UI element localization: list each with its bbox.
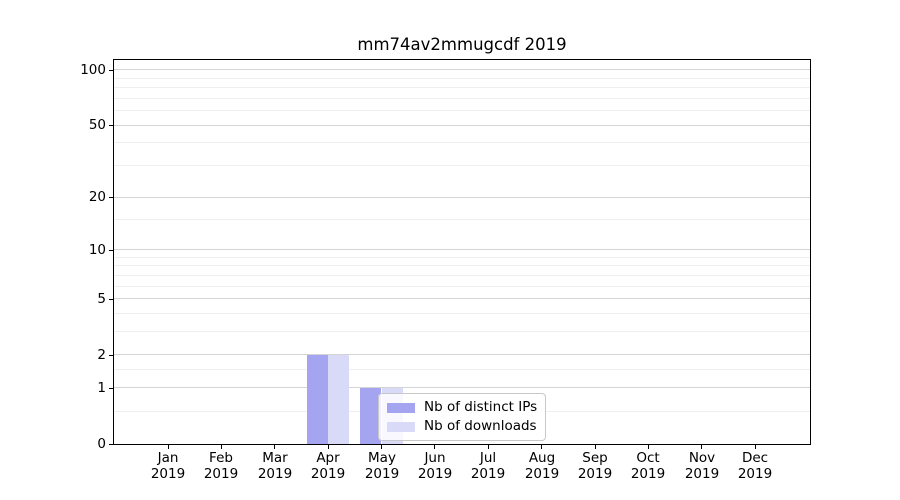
chart-title: mm74av2mmugcdf 2019 [357, 35, 567, 54]
x-tick-mark-jun [434, 445, 436, 449]
y-tick-label-20: 20 [88, 189, 106, 205]
y-tick-mark-2 [109, 355, 113, 356]
x-tick-year: 2019 [257, 466, 293, 482]
x-tick-label-jul: Jul 2019 [461, 450, 515, 482]
legend-swatch-downloads [387, 421, 415, 432]
minor-gridline-6 [114, 285, 810, 287]
legend-swatch-distinct-ips [387, 402, 415, 413]
minor-gridline-4 [114, 313, 810, 314]
minor-gridline-3 [114, 331, 810, 333]
x-tick-mark-oct [647, 445, 649, 449]
major-gridline-1 [114, 387, 810, 389]
major-gridline-50 [114, 124, 810, 126]
y-tick-label-10: 10 [88, 242, 106, 258]
x-tick-month: Jul [479, 450, 497, 466]
x-tick-label-mar: Mar 2019 [248, 450, 302, 482]
x-tick-mark-feb [220, 445, 222, 449]
minor-gridline-30 [114, 165, 810, 167]
x-tick-mark-nov [701, 445, 703, 449]
x-tick-label-sep: Sep 2019 [568, 450, 622, 482]
x-tick-month: Jun [424, 450, 446, 466]
legend-item-downloads: Nb of downloads [387, 418, 537, 435]
minor-gridline-90 [114, 77, 810, 79]
x-tick-year: 2019 [310, 466, 346, 482]
major-gridline-5 [114, 298, 810, 300]
minor-gridline-8 [114, 265, 810, 267]
x-tick-label-jun: Jun 2019 [408, 450, 462, 482]
y-tick-mark-1 [109, 388, 113, 389]
x-tick-month: Jan [157, 450, 179, 466]
x-tick-label-oct: Oct 2019 [621, 450, 675, 482]
major-gridline-100 [114, 69, 810, 71]
x-tick-year: 2019 [203, 466, 239, 482]
y-tick-label-5: 5 [97, 291, 106, 307]
legend-label-distinct-ips: Nb of distinct IPs [424, 399, 538, 415]
y-tick-label-0: 0 [97, 436, 106, 452]
legend-item-distinct-ips: Nb of distinct IPs [387, 399, 537, 416]
x-tick-year: 2019 [364, 466, 400, 482]
x-tick-mark-may [381, 445, 382, 449]
y-tick-mark-0 [109, 444, 113, 445]
x-tick-month: May [368, 450, 396, 466]
legend: Nb of distinct IPs Nb of downloads [378, 393, 547, 441]
x-tick-year: 2019 [524, 466, 560, 482]
minor-gridline-60 [114, 110, 810, 112]
x-tick-year: 2019 [577, 466, 613, 482]
minor-gridline-1.5 [114, 369, 810, 371]
x-tick-month: Sep [582, 450, 608, 466]
y-tick-label-2: 2 [97, 347, 106, 363]
x-tick-label-nov: Nov 2019 [675, 450, 729, 482]
x-tick-year: 2019 [470, 466, 506, 482]
minor-gridline-9 [114, 256, 810, 258]
bar-distinct-ips-may [360, 387, 382, 444]
y-tick-label-50: 50 [88, 117, 106, 133]
x-tick-mark-jan [167, 445, 169, 449]
x-tick-mark-aug [541, 445, 543, 449]
y-tick-label-100: 100 [80, 62, 106, 78]
major-gridline-2 [114, 354, 810, 356]
y-tick-mark-50 [109, 125, 113, 126]
x-tick-month: Nov [688, 450, 716, 466]
x-tick-month: Oct [636, 450, 660, 466]
x-tick-label-may: May 2019 [355, 450, 409, 482]
bar-distinct-ips-apr [306, 354, 329, 444]
x-tick-month: Apr [316, 450, 340, 466]
x-tick-mark-jul [487, 445, 489, 449]
y-tick-mark-10 [109, 250, 113, 251]
x-tick-year: 2019 [684, 466, 720, 482]
y-tick-mark-5 [109, 299, 113, 300]
minor-gridline-7 [114, 274, 810, 276]
x-tick-label-jan: Jan 2019 [141, 450, 195, 482]
x-tick-mark-mar [274, 445, 276, 449]
y-tick-mark-100 [109, 70, 113, 71]
bar-downloads-apr [328, 354, 350, 444]
x-tick-mark-sep [594, 445, 596, 449]
x-tick-mark-dec [754, 445, 756, 449]
x-tick-label-aug: Aug 2019 [515, 450, 569, 482]
minor-gridline-80 [114, 87, 810, 89]
minor-gridline-70 [114, 97, 810, 99]
major-gridline-20 [114, 196, 810, 198]
x-tick-mark-apr [327, 445, 329, 449]
x-tick-month: Feb [209, 450, 233, 466]
x-tick-month: Aug [528, 450, 556, 466]
x-tick-year: 2019 [630, 466, 666, 482]
legend-label-downloads: Nb of downloads [424, 418, 537, 434]
x-tick-month: Dec [741, 450, 769, 466]
x-tick-year: 2019 [417, 466, 453, 482]
x-tick-month: Mar [262, 450, 288, 466]
x-tick-label-dec: Dec 2019 [728, 450, 782, 482]
x-tick-year: 2019 [737, 466, 773, 482]
y-tick-label-1: 1 [97, 380, 106, 396]
minor-gridline-15 [114, 218, 810, 220]
major-gridline-10 [114, 249, 810, 251]
plot-area [113, 59, 811, 445]
x-tick-label-apr: Apr 2019 [301, 450, 355, 482]
y-tick-mark-20 [109, 197, 113, 198]
minor-gridline-40 [114, 142, 810, 144]
x-tick-year: 2019 [150, 466, 186, 482]
x-tick-label-feb: Feb 2019 [194, 450, 248, 482]
